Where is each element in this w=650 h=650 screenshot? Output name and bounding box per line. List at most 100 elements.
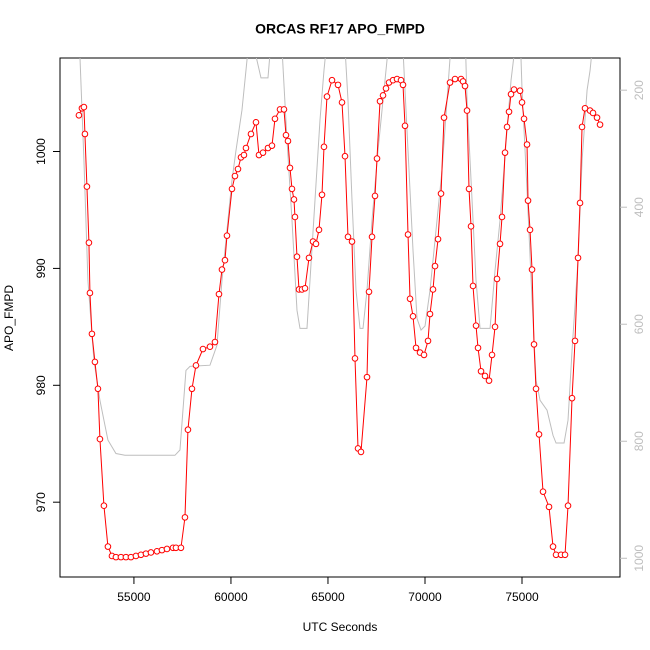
data-point [341,152,349,160]
data-point [242,144,250,152]
data-point [472,322,480,329]
data-point [589,109,597,117]
data-point [465,185,473,193]
data-point [290,196,298,203]
data-point [404,231,412,238]
data-point [420,351,428,359]
data-point [231,172,239,180]
data-point [518,99,526,106]
data-point [507,90,515,98]
data-point [228,185,236,193]
data-point [530,341,538,348]
data-point [91,358,99,366]
data-point [75,111,83,119]
data-point [412,344,420,352]
data-point [234,165,242,173]
data-point [96,435,104,443]
data-point [549,543,557,550]
data-point [485,377,493,384]
data-point [288,185,296,193]
data-point [344,233,352,241]
data-point [363,373,371,381]
data-point [365,288,373,296]
data-point [524,197,532,204]
x-tick-label: 60000 [214,590,248,604]
data-point [282,131,290,139]
y-tick-label: 990 [34,258,48,278]
data-point [505,108,513,116]
data-point [371,192,379,200]
data-point [481,372,489,380]
data-point [461,82,469,90]
data-point [291,213,299,221]
y-tick-label: 980 [34,375,48,395]
data-point [503,123,511,131]
data-point [357,448,365,456]
data-point [334,81,342,89]
data-point [192,362,200,369]
y2-tick-label: 600 [632,314,646,334]
data-point [86,289,94,297]
data-point [373,155,381,162]
data-point [406,295,414,303]
data-point [493,275,501,283]
data-point [578,123,586,131]
plot-area [75,58,604,561]
data-point [576,199,584,207]
data-point [240,151,248,159]
data-point [177,544,185,552]
data-point [286,164,294,172]
y2-tick-label: 400 [632,197,646,217]
data-point [440,114,448,121]
data-point [305,254,313,262]
data-point [401,122,409,130]
data-point [88,330,96,338]
data-point [488,351,496,359]
data-point [284,137,292,145]
data-point [446,79,454,86]
data-point [323,93,331,100]
x-tick-label: 65000 [311,590,345,604]
data-point [351,355,359,362]
data-point [318,191,326,199]
chart-title: ORCAS RF17 APO_FMPD [255,21,425,37]
data-point [520,115,528,123]
data-point [469,282,477,290]
data-point [188,385,196,393]
data-point [293,253,301,261]
data-point [568,394,576,402]
data-point [528,266,536,273]
data-point [223,232,231,239]
data-point [280,106,288,113]
data-point [424,337,432,345]
data-point [431,262,439,270]
data-point [463,107,471,114]
data-point [561,551,569,559]
data-point [206,343,214,351]
data-point [85,239,93,246]
y-axis-label: APO_FMPD [2,285,16,351]
data-point [510,86,518,93]
data-point [81,130,89,138]
plot-frame [59,57,621,578]
x-tick-label: 75000 [505,590,539,604]
data-point [83,183,91,190]
data-point [368,233,376,241]
y-tick-label: 1000 [34,138,48,165]
data-point [221,256,229,264]
data-point [409,313,417,320]
data-point [348,238,356,245]
data-point [199,345,207,353]
data-point [315,226,323,234]
data-point [501,149,509,156]
data-point [252,118,260,126]
data-point [498,213,506,221]
data-point [271,115,279,123]
y2-tick-label: 200 [632,80,646,100]
data-point [218,266,226,273]
data-point [539,488,547,495]
x-axis-label: UTC Seconds [303,620,378,634]
data-point [429,286,437,293]
data-point [328,76,336,84]
